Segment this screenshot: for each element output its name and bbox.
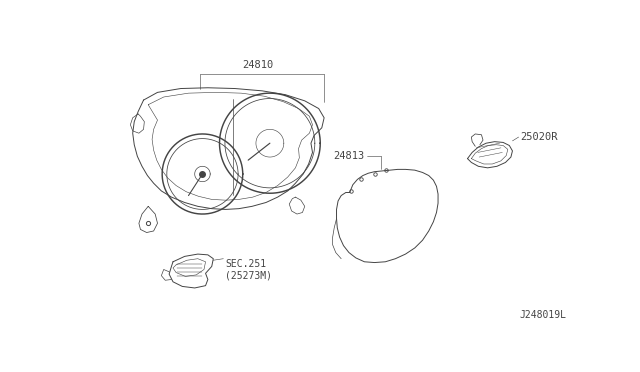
Text: SEC.251
(25273M): SEC.251 (25273M) bbox=[225, 259, 272, 280]
Text: J248019L: J248019L bbox=[520, 310, 566, 320]
Text: 24813: 24813 bbox=[333, 151, 364, 161]
Text: 24810: 24810 bbox=[243, 60, 274, 70]
Text: 25020R: 25020R bbox=[520, 132, 557, 142]
